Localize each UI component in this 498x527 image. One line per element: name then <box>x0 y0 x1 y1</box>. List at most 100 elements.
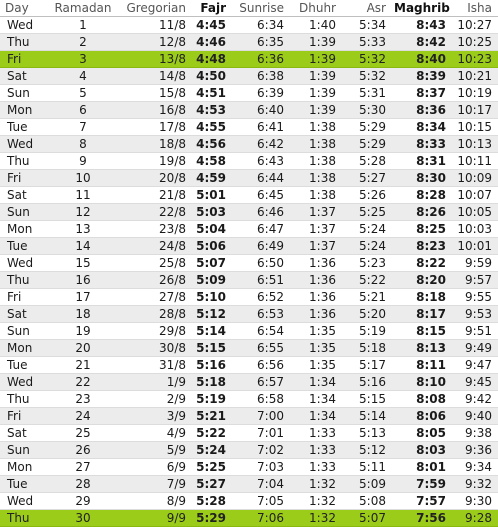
header-isha: Isha <box>452 0 498 17</box>
table-row: Thu 16 26/8 5:09 6:51 1:36 5:22 8:20 9:57 <box>0 271 498 289</box>
cell-sunrise: 7:04 <box>232 475 290 493</box>
cell-isha: 9:34 <box>452 458 498 476</box>
cell-fajr: 4:51 <box>192 84 232 102</box>
cell-day: Mon <box>0 458 50 476</box>
cell-fajr: 4:50 <box>192 67 232 85</box>
cell-isha: 9:42 <box>452 390 498 408</box>
cell-isha: 9:38 <box>452 424 498 442</box>
cell-gregorian: 3/9 <box>116 407 192 425</box>
cell-isha: 10:07 <box>452 186 498 204</box>
cell-ramadan: 9 <box>50 152 116 170</box>
cell-ramadan: 7 <box>50 118 116 136</box>
table-body: Wed 1 11/8 4:45 6:34 1:40 5:34 8:43 10:27 Thu 2 12/… <box>0 16 498 527</box>
cell-ramadan: 18 <box>50 305 116 323</box>
cell-dhuhr: 1:38 <box>290 186 342 204</box>
cell-gregorian: 20/8 <box>116 169 192 187</box>
cell-sunrise: 7:00 <box>232 407 290 425</box>
cell-asr: 5:21 <box>342 288 392 306</box>
cell-maghrib: 8:15 <box>392 322 452 340</box>
cell-maghrib: 8:37 <box>392 84 452 102</box>
cell-asr: 5:16 <box>342 373 392 391</box>
cell-dhuhr: 1:39 <box>290 84 342 102</box>
cell-fajr: 5:22 <box>192 424 232 442</box>
cell-day: Fri <box>0 169 50 187</box>
cell-gregorian: 1/9 <box>116 373 192 391</box>
cell-isha: 10:27 <box>452 16 498 34</box>
cell-sunrise: 6:39 <box>232 84 290 102</box>
cell-fajr: 5:28 <box>192 492 232 510</box>
table-row: Mon 13 23/8 5:04 6:47 1:37 5:24 8:25 10:03 <box>0 220 498 238</box>
cell-isha: 9:59 <box>452 254 498 272</box>
cell-isha: 9:51 <box>452 322 498 340</box>
cell-sunrise: 7:01 <box>232 424 290 442</box>
cell-isha: 10:21 <box>452 67 498 85</box>
cell-maghrib: 8:13 <box>392 339 452 357</box>
cell-gregorian: 13/8 <box>116 50 192 68</box>
cell-sunrise: 6:44 <box>232 169 290 187</box>
cell-gregorian: 24/8 <box>116 237 192 255</box>
cell-fajr: 5:06 <box>192 237 232 255</box>
table-row: Wed 1 11/8 4:45 6:34 1:40 5:34 8:43 10:27 <box>0 16 498 34</box>
cell-gregorian: 27/8 <box>116 288 192 306</box>
header-maghrib: Maghrib <box>392 0 452 17</box>
cell-sunrise: 6:41 <box>232 118 290 136</box>
cell-sunrise: 7:05 <box>232 492 290 510</box>
cell-day: Sat <box>0 67 50 85</box>
cell-sunrise: 6:52 <box>232 288 290 306</box>
cell-day: Sat <box>0 186 50 204</box>
cell-maghrib: 8:06 <box>392 407 452 425</box>
cell-sunrise: 6:40 <box>232 101 290 119</box>
cell-maghrib: 7:56 <box>392 509 452 527</box>
cell-day: Tue <box>0 475 50 493</box>
cell-fajr: 5:29 <box>192 509 232 527</box>
table-row: Tue 21 31/8 5:16 6:56 1:35 5:17 8:11 9:47 <box>0 356 498 374</box>
cell-dhuhr: 1:37 <box>290 237 342 255</box>
cell-day: Sun <box>0 322 50 340</box>
cell-asr: 5:32 <box>342 67 392 85</box>
cell-gregorian: 15/8 <box>116 84 192 102</box>
table-row: Sun 26 5/9 5:24 7:02 1:33 5:12 8:03 9:36 <box>0 441 498 459</box>
header-day: Day <box>0 0 50 17</box>
cell-isha: 10:15 <box>452 118 498 136</box>
cell-isha: 9:55 <box>452 288 498 306</box>
table-row: Fri 3 13/8 4:48 6:36 1:39 5:32 8:40 10:23 <box>0 50 498 68</box>
cell-isha: 10:05 <box>452 203 498 221</box>
cell-dhuhr: 1:37 <box>290 220 342 238</box>
cell-gregorian: 31/8 <box>116 356 192 374</box>
cell-ramadan: 15 <box>50 254 116 272</box>
cell-day: Wed <box>0 492 50 510</box>
cell-fajr: 5:21 <box>192 407 232 425</box>
cell-dhuhr: 1:36 <box>290 271 342 289</box>
cell-fajr: 5:01 <box>192 186 232 204</box>
cell-asr: 5:27 <box>342 169 392 187</box>
cell-asr: 5:29 <box>342 135 392 153</box>
cell-isha: 9:32 <box>452 475 498 493</box>
cell-ramadan: 23 <box>50 390 116 408</box>
cell-day: Tue <box>0 237 50 255</box>
cell-gregorian: 22/8 <box>116 203 192 221</box>
cell-sunrise: 6:54 <box>232 322 290 340</box>
cell-gregorian: 28/8 <box>116 305 192 323</box>
cell-ramadan: 29 <box>50 492 116 510</box>
cell-gregorian: 2/9 <box>116 390 192 408</box>
cell-day: Sun <box>0 441 50 459</box>
cell-maghrib: 8:28 <box>392 186 452 204</box>
cell-asr: 5:28 <box>342 152 392 170</box>
cell-day: Fri <box>0 288 50 306</box>
cell-isha: 10:23 <box>452 50 498 68</box>
cell-maghrib: 8:31 <box>392 152 452 170</box>
cell-isha: 9:30 <box>452 492 498 510</box>
cell-fajr: 4:48 <box>192 50 232 68</box>
cell-dhuhr: 1:39 <box>290 50 342 68</box>
cell-isha: 9:57 <box>452 271 498 289</box>
cell-asr: 5:29 <box>342 118 392 136</box>
cell-sunrise: 6:55 <box>232 339 290 357</box>
table-row: Tue 14 24/8 5:06 6:49 1:37 5:24 8:23 10:01 <box>0 237 498 255</box>
cell-ramadan: 11 <box>50 186 116 204</box>
cell-dhuhr: 1:36 <box>290 254 342 272</box>
cell-ramadan: 16 <box>50 271 116 289</box>
cell-fajr: 4:56 <box>192 135 232 153</box>
cell-day: Wed <box>0 16 50 34</box>
cell-day: Wed <box>0 135 50 153</box>
